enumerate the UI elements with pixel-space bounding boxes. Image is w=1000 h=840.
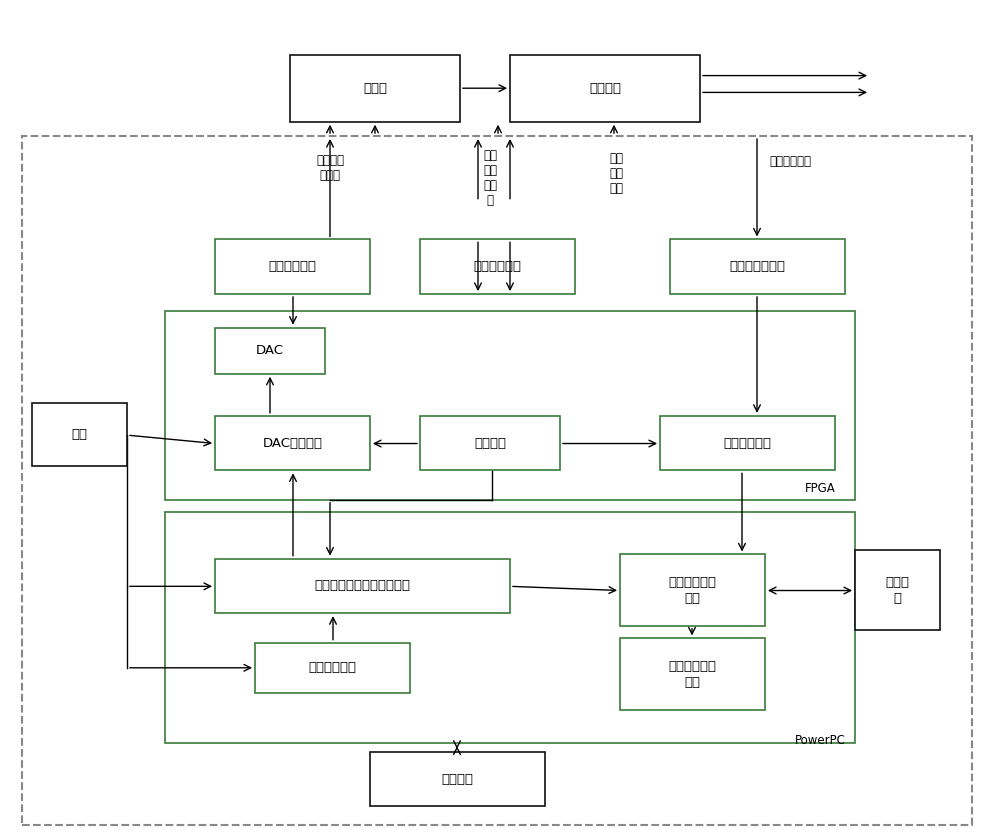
Bar xyxy=(165,311,855,500)
Bar xyxy=(420,239,575,294)
Bar xyxy=(855,550,940,630)
Text: 数据接收模块: 数据接收模块 xyxy=(724,437,772,449)
Text: PowerPC: PowerPC xyxy=(795,734,845,748)
Bar xyxy=(255,643,410,693)
Text: 参数配置模块: 参数配置模块 xyxy=(308,661,356,675)
Text: 模拟信号
标准源: 模拟信号 标准源 xyxy=(316,154,344,182)
Bar xyxy=(165,512,855,743)
Bar xyxy=(290,55,460,122)
Text: 光纤以太网模块: 光纤以太网模块 xyxy=(730,260,786,273)
Text: 罗氏线圈数字仿真模型模块: 罗氏线圈数字仿真模型模块 xyxy=(314,580,411,592)
Bar xyxy=(620,638,765,710)
Text: 合并单元输入: 合并单元输入 xyxy=(769,155,811,168)
Text: 品振: 品振 xyxy=(72,428,88,441)
Text: 存储模
块: 存储模 块 xyxy=(886,575,910,605)
Bar xyxy=(22,136,972,825)
Text: 光纤发送模块: 光纤发送模块 xyxy=(474,260,522,273)
Bar xyxy=(620,554,765,626)
Bar xyxy=(32,403,127,466)
Text: 采集器: 采集器 xyxy=(363,81,387,95)
Bar xyxy=(370,752,545,806)
Text: DAC: DAC xyxy=(256,344,284,357)
Text: DAC控制模块: DAC控制模块 xyxy=(262,437,322,449)
Text: 合并单元: 合并单元 xyxy=(589,81,621,95)
Bar xyxy=(215,328,325,374)
Bar xyxy=(215,416,370,470)
Text: 人机界面: 人机界面 xyxy=(442,773,474,785)
Bar xyxy=(420,416,560,470)
Text: 信号调理模块: 信号调理模块 xyxy=(268,260,316,273)
Bar xyxy=(510,55,700,122)
Bar xyxy=(215,239,370,294)
Bar xyxy=(215,559,510,613)
Text: 同步
信号
输出: 同步 信号 输出 xyxy=(609,152,623,196)
Text: 同步模块: 同步模块 xyxy=(474,437,506,449)
Bar xyxy=(670,239,845,294)
Text: 数字
信号
标准
源: 数字 信号 标准 源 xyxy=(483,149,497,207)
Text: 暂态特性分析
模块: 暂态特性分析 模块 xyxy=(668,659,716,689)
Text: FPGA: FPGA xyxy=(805,482,835,496)
Text: 试验数据处理
模块: 试验数据处理 模块 xyxy=(668,575,716,605)
Bar xyxy=(660,416,835,470)
